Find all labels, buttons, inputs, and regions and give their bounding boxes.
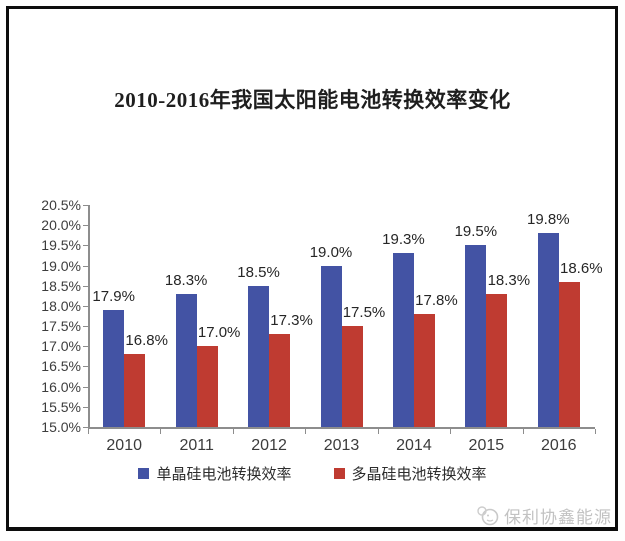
- y-axis-tick-mark: [83, 366, 88, 368]
- x-axis-category-label: 2016: [540, 437, 577, 454]
- bar-poly-si-2016: [558, 281, 580, 427]
- bar-poly-si-2015: [486, 293, 508, 427]
- image-frame: [6, 6, 618, 531]
- x-axis-category-label: 2011: [179, 437, 214, 454]
- x-axis-line: [88, 427, 595, 429]
- y-axis-tick-label: 20.5%: [41, 197, 81, 213]
- bar-label-poly-si-2012: 17.3%: [270, 312, 313, 330]
- watermark: 保利协鑫能源: [476, 503, 612, 528]
- bar-label-mono-si-2010: 17.9%: [92, 287, 135, 305]
- x-axis-category-label: 2013: [323, 437, 360, 454]
- y-axis-tick-label: 17.0%: [41, 338, 81, 355]
- watermark-text: 保利协鑫能源: [504, 508, 612, 527]
- legend: 单晶硅电池转换效率 多晶硅电池转换效率: [0, 463, 625, 484]
- y-axis-tick-label: 16.0%: [41, 378, 81, 395]
- x-axis-tick-mark: [377, 429, 379, 434]
- bar-poly-si-2010: [124, 354, 146, 427]
- bar-label-poly-si-2010: 16.8%: [125, 332, 168, 350]
- bar-mono-si-2011: [175, 293, 197, 427]
- x-axis-category-label: 2012: [251, 437, 287, 454]
- x-axis-tick-mark: [305, 429, 307, 434]
- bar-label-mono-si-2011: 18.3%: [164, 271, 208, 289]
- legend-swatch-mono-si: [138, 468, 150, 479]
- x-axis-tick-mark: [160, 429, 162, 434]
- bar-poly-si-2013: [341, 326, 363, 427]
- legend-swatch-poly-si: [333, 468, 345, 479]
- y-axis-tick-mark: [83, 265, 88, 267]
- legend-item-poly-si: 多晶硅电池转换效率: [333, 463, 487, 484]
- y-axis-tick-label: 19.5%: [41, 237, 81, 254]
- bar-label-mono-si-2015: 19.5%: [454, 223, 498, 241]
- y-axis-tick-mark: [83, 326, 88, 328]
- bar-label-poly-si-2016: 18.6%: [560, 259, 603, 277]
- x-axis-tick-mark: [232, 429, 234, 434]
- y-axis-tick-mark: [83, 406, 88, 408]
- bar-label-mono-si-2013: 19.0%: [309, 243, 353, 261]
- y-axis-tick-mark: [83, 285, 88, 287]
- y-axis-tick-label: 18.5%: [41, 277, 81, 294]
- y-axis-tick-label: 20.0%: [41, 217, 81, 234]
- bar-mono-si-2016: [537, 233, 559, 427]
- bar-mono-si-2014: [392, 253, 414, 427]
- x-axis-category-label: 2010: [106, 437, 142, 454]
- y-axis-tick-label: 17.5%: [41, 318, 81, 335]
- y-axis-tick-mark: [83, 245, 88, 247]
- bar-poly-si-2012: [269, 334, 291, 427]
- bar-mono-si-2010: [103, 309, 125, 427]
- y-axis-tick-mark: [83, 225, 88, 227]
- x-axis-category-label: 2015: [468, 437, 505, 454]
- bar-label-mono-si-2012: 18.5%: [237, 263, 280, 281]
- x-axis-category-label: 2014: [396, 437, 432, 454]
- bar-mono-si-2012: [248, 285, 270, 427]
- bar-label-poly-si-2015: 18.3%: [487, 271, 531, 289]
- x-axis-tick-mark: [522, 429, 524, 434]
- chart-title: 2010-2016年我国太阳能电池转换效率变化: [114, 88, 511, 112]
- bar-label-poly-si-2013: 17.5%: [342, 304, 386, 322]
- x-axis-tick-mark: [88, 429, 89, 434]
- legend-label-mono-si: 单晶硅电池转换效率: [156, 467, 292, 483]
- y-axis-tick-mark: [83, 346, 88, 348]
- y-axis-tick-label: 19.0%: [41, 257, 81, 274]
- bar-mono-si-2013: [320, 265, 342, 427]
- y-axis-line: [88, 205, 90, 429]
- legend-item-mono-si: 单晶硅电池转换效率: [138, 463, 292, 484]
- bar-label-mono-si-2014: 19.3%: [382, 231, 425, 249]
- legend-label-poly-si: 多晶硅电池转换效率: [351, 467, 487, 483]
- x-axis-tick-mark: [595, 429, 596, 434]
- bar-label-poly-si-2014: 17.8%: [415, 291, 458, 309]
- bar-label-poly-si-2011: 17.0%: [197, 324, 241, 342]
- y-axis-tick-mark: [83, 427, 88, 428]
- y-axis-tick-mark: [83, 386, 88, 388]
- watermark-logo-icon: [476, 505, 500, 527]
- y-axis-tick-mark: [83, 305, 88, 307]
- y-axis-tick-mark: [83, 205, 88, 206]
- y-axis-tick-label: 18.0%: [41, 297, 81, 314]
- bar-poly-si-2011: [196, 346, 218, 427]
- y-axis-tick-label: 15.0%: [41, 419, 81, 435]
- bar-label-mono-si-2016: 19.8%: [527, 211, 570, 229]
- y-axis-tick-label: 15.5%: [41, 398, 81, 415]
- bar-poly-si-2014: [413, 313, 435, 427]
- y-axis-tick-label: 16.5%: [41, 358, 81, 375]
- x-axis-tick-mark: [450, 429, 452, 434]
- bar-mono-si-2015: [465, 245, 487, 427]
